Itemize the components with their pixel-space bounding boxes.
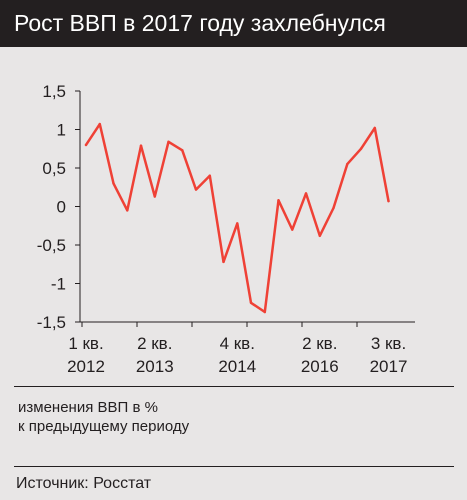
data-point <box>112 182 115 185</box>
data-point <box>277 199 280 202</box>
x-tick-label-year: 2012 <box>67 357 105 376</box>
chart-note: изменения ВВП в % к предыдущему периоду <box>18 398 318 436</box>
data-point <box>167 140 170 144</box>
data-point <box>332 206 335 210</box>
x-tick-label-year: 2014 <box>218 357 256 376</box>
y-tick-label: 0 <box>57 198 66 217</box>
y-tick-label: 1,5 <box>42 82 66 101</box>
data-point <box>84 143 88 147</box>
data-point <box>318 234 321 237</box>
gdp-series-line <box>84 122 390 314</box>
source-divider <box>14 466 454 467</box>
gdp-line-chart: 1,5 1 0,5 0 -0,5 -1 -1,51 кв. 2012 2 кв. 2013 4 кв… <box>37 82 415 376</box>
data-point <box>359 147 363 150</box>
y-tick-label: -0,5 <box>37 236 66 255</box>
x-tick-label-quarter: 2 кв. <box>137 334 172 353</box>
data-point <box>126 209 129 212</box>
data-point <box>373 126 376 130</box>
x-tick-label-quarter: 4 кв. <box>220 334 255 353</box>
chart-area: 1,5 1 0,5 0 -0,5 -1 -1,5 1 кв. 2012 2 кв. 2013 4 кв… <box>0 47 467 387</box>
data-point <box>153 195 156 198</box>
chart-header: Рост ВВП в 2017 году захлебнулся <box>0 0 467 47</box>
data-point <box>387 199 390 203</box>
x-tick-label-year: 2016 <box>301 357 339 376</box>
data-point <box>249 301 253 304</box>
y-tick-label: 0,5 <box>42 159 66 178</box>
data-point <box>263 310 266 314</box>
x-tick-label-year: 2017 <box>370 357 408 376</box>
chart-title: Рост ВВП в 2017 году захлебнулся <box>14 10 386 36</box>
note-line-2: к предыдущему периоду <box>18 418 190 435</box>
data-point <box>98 122 101 126</box>
chart-bottom-divider <box>14 386 454 387</box>
x-tick-label-year: 2013 <box>136 357 174 376</box>
x-tick-label-quarter: 1 кв. <box>68 334 103 353</box>
data-point <box>291 228 294 231</box>
source-label: Источник: Росстат <box>16 475 152 492</box>
y-tick-label: -1,5 <box>37 313 66 332</box>
note-line-1: изменения ВВП в % <box>18 399 158 416</box>
data-point <box>222 260 225 264</box>
x-tick-label-quarter: 3 кв. <box>371 334 406 353</box>
y-tick-label: -1 <box>51 275 66 294</box>
data-point <box>208 174 211 177</box>
data-point <box>194 188 198 191</box>
data-point <box>346 162 349 166</box>
data-point <box>236 222 239 225</box>
data-point <box>181 149 184 152</box>
x-tick-label-quarter: 2 кв. <box>302 334 337 353</box>
y-tick-label: 1 <box>57 121 66 140</box>
data-point <box>304 192 308 195</box>
data-point <box>139 144 143 147</box>
